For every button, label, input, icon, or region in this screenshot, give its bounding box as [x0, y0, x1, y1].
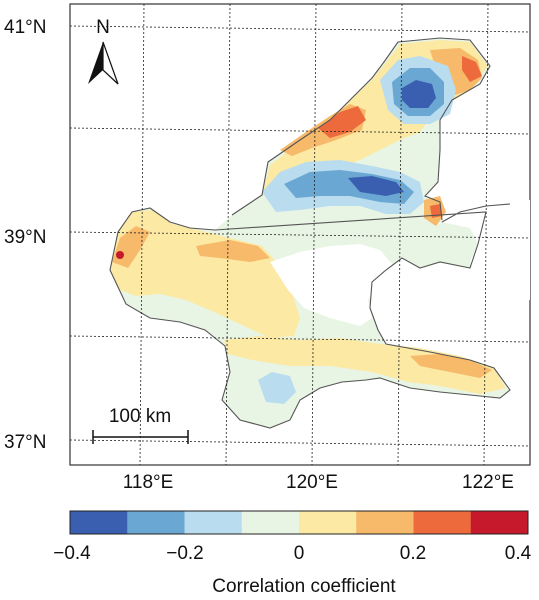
colorbar-tick-neg04: −0.4 [53, 543, 91, 564]
lat-label-41: 41°N [4, 17, 46, 38]
land-central-gap [270, 244, 392, 326]
colorbar-bin-1 [127, 511, 185, 534]
graticule [69, 3, 531, 466]
lon-label-120: 120°E [286, 472, 338, 493]
land-east-peninsula [442, 200, 530, 300]
lon-label-118: 118°E [123, 472, 174, 493]
colorbar-tick-04: 0.4 [505, 543, 532, 564]
positive-peak-west [116, 251, 124, 259]
colorbar-bin-0 [70, 511, 128, 534]
negative-strong-center [348, 176, 404, 196]
land-masks [270, 200, 530, 326]
negative-weak-south [258, 372, 296, 404]
scale-bar-label: 100 km [109, 406, 171, 427]
colorbar-outline [69, 510, 529, 535]
colorbar-bin-6 [413, 511, 472, 534]
colorbar-bin-2 [184, 511, 243, 534]
positive-mid-center [196, 240, 270, 262]
colorbar-bin-5 [356, 511, 414, 534]
colorbar-tick-neg02: −0.2 [166, 543, 204, 564]
correlation-field [110, 38, 510, 428]
colorbar: −0.4 −0.2 0 0.2 0.4 Correlation coeffici… [53, 510, 532, 597]
colorbar-title: Correlation coefficient [212, 576, 396, 597]
positive-strong-east [430, 204, 442, 218]
positive-mid-south [410, 354, 492, 378]
colorbar-bin-4 [299, 511, 357, 534]
scale-bar: 100 km [92, 406, 189, 444]
positive-strong-ne [318, 106, 366, 138]
lon-label-122: 122°E [462, 472, 514, 493]
colorbar-tick-0: 0 [294, 543, 305, 564]
negative-strong-north [402, 80, 436, 108]
lat-label-37: 37°N [4, 432, 46, 453]
colorbar-bin-7 [470, 511, 529, 534]
coastline [109, 37, 511, 429]
colorbar-bin-3 [241, 511, 300, 534]
positive-weak-west [110, 210, 300, 338]
positive-weak-south [224, 336, 506, 394]
colorbar-tick-02: 0.2 [400, 543, 426, 564]
north-arrow-icon: N [88, 17, 119, 85]
positive-strong-north [462, 56, 482, 82]
lat-label-39: 39°N [4, 227, 46, 248]
colorbar-bins [70, 511, 529, 534]
north-label: N [96, 17, 110, 38]
